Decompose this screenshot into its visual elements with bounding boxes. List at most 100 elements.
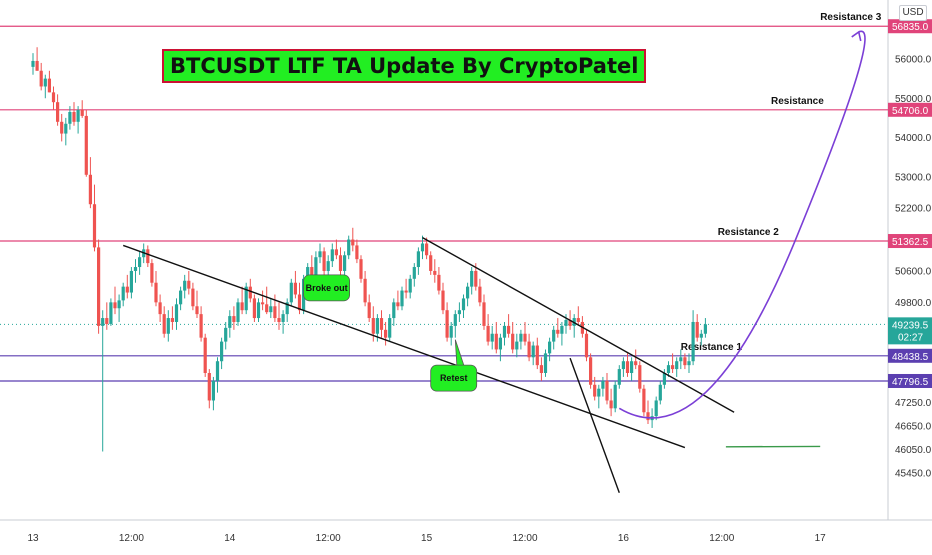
candle-body: [405, 291, 408, 293]
level-label: Resistance 2: [718, 227, 780, 238]
candle-body: [618, 369, 621, 385]
candle-body: [265, 304, 268, 312]
projection-curve: [619, 31, 865, 418]
candle-body: [48, 79, 51, 93]
candle-body: [171, 318, 174, 322]
candle-body: [167, 318, 170, 334]
candle-body: [318, 251, 321, 257]
candle-body: [646, 412, 649, 420]
price-tick-label: 52200.0: [895, 204, 932, 215]
candle-body: [495, 334, 498, 350]
candle-body: [548, 342, 551, 354]
candle-body: [261, 302, 264, 304]
level-label: Resistance 3: [820, 12, 882, 23]
candle-body: [659, 385, 662, 401]
candle-body: [630, 361, 633, 373]
candle-body: [122, 287, 125, 301]
candle-body: [118, 300, 121, 308]
candle-body: [593, 385, 596, 397]
candle-body: [359, 259, 362, 279]
candle-body: [585, 334, 588, 358]
candle-body: [413, 267, 416, 279]
candle-body: [511, 334, 514, 350]
candle-body: [400, 291, 403, 307]
candle-body: [462, 298, 465, 310]
level-label: Resistance 1: [681, 342, 743, 353]
candle-body: [552, 330, 555, 342]
candle-body: [351, 240, 354, 246]
price-badge-label: 54706.0: [892, 106, 929, 117]
candle-body: [425, 243, 428, 255]
candle-body: [105, 318, 108, 324]
candle-body: [491, 334, 494, 342]
candle-body: [269, 306, 272, 312]
candle-body: [441, 291, 444, 311]
candle-body: [696, 322, 699, 338]
candle-body: [187, 281, 190, 289]
candle-body: [532, 346, 535, 358]
candle-body: [446, 310, 449, 337]
candle-body: [450, 326, 453, 338]
candle-body: [560, 326, 563, 334]
current-price-label: 49239.5: [892, 320, 929, 331]
candle-body: [622, 361, 625, 369]
candle-body: [257, 302, 260, 318]
trendline: [123, 245, 685, 447]
candle-body: [679, 357, 682, 361]
candle-body: [220, 342, 223, 362]
candle-body: [60, 122, 63, 134]
candle-body: [536, 346, 539, 366]
candle-body: [208, 373, 211, 400]
candle-body: [704, 324, 707, 333]
candle-body: [314, 257, 317, 275]
candle-body: [692, 322, 695, 361]
candle-body: [523, 334, 526, 342]
candle-body: [113, 302, 116, 308]
candle-body: [294, 283, 297, 295]
price-tick-label: 46650.0: [895, 421, 932, 432]
candle-body: [228, 316, 231, 328]
price-tick-label: 47250.0: [895, 398, 932, 409]
candle-body: [544, 353, 547, 373]
candle-body: [388, 318, 391, 338]
candle-body: [85, 116, 88, 175]
candle-body: [470, 271, 473, 287]
currency-badge[interactable]: USD: [899, 5, 927, 21]
candle-body: [64, 124, 67, 134]
candle-body: [577, 318, 580, 322]
countdown-label: 02:27: [898, 332, 923, 343]
candle-body: [89, 175, 92, 204]
time-tick-label: 17: [815, 533, 827, 544]
candle-body: [589, 357, 592, 384]
candle-body: [175, 304, 178, 322]
candle-body: [150, 263, 153, 283]
candle-body: [417, 251, 420, 267]
candle-body: [163, 314, 166, 334]
candle-body: [392, 302, 395, 318]
candle-body: [282, 314, 285, 322]
candle-body: [347, 240, 350, 256]
candle-body: [339, 255, 342, 271]
candle-body: [109, 302, 112, 324]
candle-body: [663, 373, 666, 385]
candle-body: [396, 302, 399, 306]
candle-body: [126, 287, 129, 293]
candle-body: [40, 71, 43, 87]
candle-body: [81, 110, 84, 116]
price-badge-label: 56835.0: [892, 22, 929, 33]
price-tick-label: 49800.0: [895, 298, 932, 309]
candle-body: [52, 92, 55, 102]
candle-body: [499, 338, 502, 350]
candle-body: [216, 361, 219, 381]
candle-body: [249, 287, 252, 299]
time-tick-label: 15: [421, 533, 433, 544]
candle-body: [380, 318, 383, 330]
candle-body: [421, 243, 424, 251]
candle-body: [290, 283, 293, 303]
candle-body: [376, 318, 379, 334]
candle-body: [429, 255, 432, 271]
candle-body: [241, 302, 244, 310]
candle-body: [44, 79, 47, 87]
candle-body: [601, 381, 604, 389]
time-tick-label: 16: [618, 533, 630, 544]
